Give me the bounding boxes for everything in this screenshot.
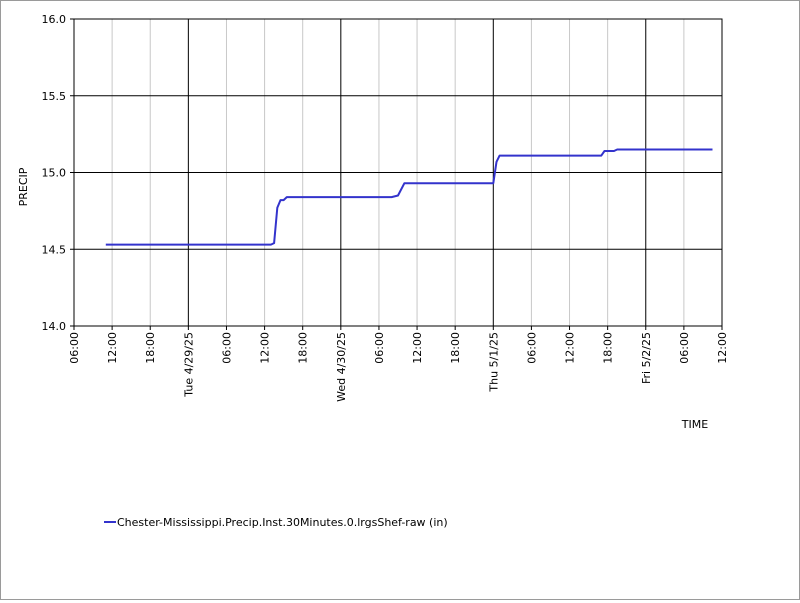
x-tick-label: 06:00: [373, 332, 386, 364]
grid: [73, 18, 723, 327]
x-tick-label: 06:00: [68, 332, 81, 364]
plot-area: [105, 148, 713, 246]
x-tick-label: 12:00: [106, 332, 119, 364]
legend: Chester-Mississippi.Precip.Inst.30Minute…: [104, 516, 448, 529]
plot-border: [73, 18, 723, 327]
x-axis-label: TIME: [681, 418, 708, 431]
y-tick-label: 15.5: [42, 90, 67, 103]
x-tick-label: 06:00: [525, 332, 538, 364]
x-tick-label: Wed 4/30/25: [335, 332, 348, 402]
series-line: [105, 148, 713, 246]
axes: 06:00 12:00 18:00 Tue 4/29/25 06:00 12:00 18:0…: [42, 13, 730, 402]
x-tick-label: 18:00: [297, 332, 310, 364]
x-tick-label: 12:00: [564, 332, 577, 364]
x-tick-label: 18:00: [602, 332, 615, 364]
y-tick-label: 15.0: [42, 167, 67, 180]
x-tick-label: 18:00: [144, 332, 157, 364]
legend-label: Chester-Mississippi.Precip.Inst.30Minute…: [117, 516, 448, 529]
x-tick-label: 06:00: [220, 332, 233, 364]
y-tick-label: 14.0: [42, 320, 67, 333]
x-tick-label: Thu 5/1/25: [487, 332, 500, 393]
x-tick-label: 12:00: [411, 332, 424, 364]
y-tick-label: 16.0: [42, 13, 67, 26]
y-axis-label: PRECIP: [17, 167, 30, 206]
x-tick-label: 18:00: [449, 332, 462, 364]
x-tick-label: 12:00: [716, 332, 729, 364]
x-tick-label: Tue 4/29/25: [182, 332, 195, 398]
y-tick-label: 14.5: [42, 243, 67, 256]
x-tick-label: Fri 5/2/25: [640, 332, 653, 384]
x-tick-label: 12:00: [259, 332, 272, 364]
x-tick-label: 06:00: [678, 332, 691, 364]
